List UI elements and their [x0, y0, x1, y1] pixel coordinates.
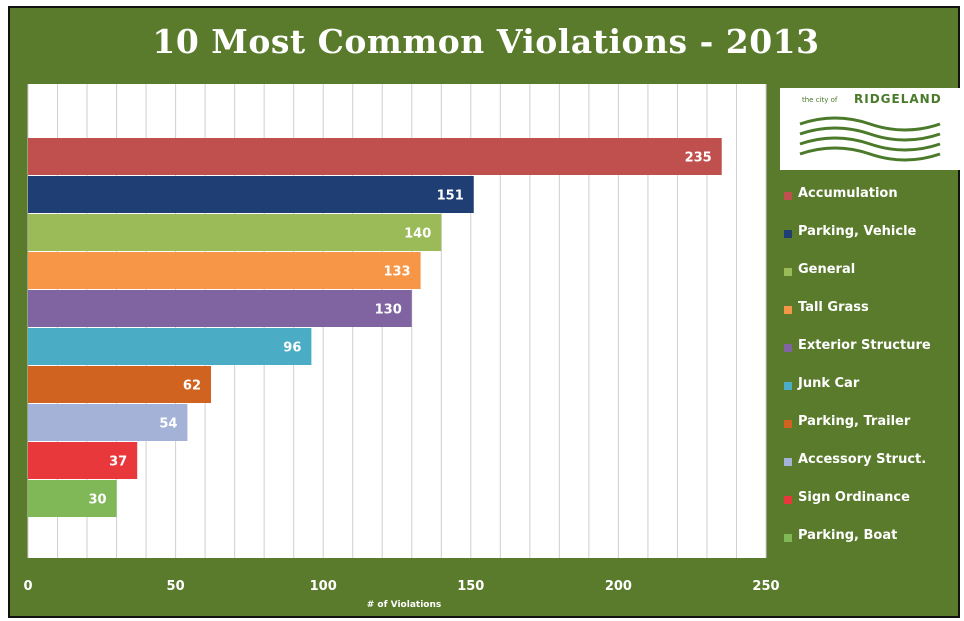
logo-name: RIDGELAND — [854, 92, 942, 106]
bar-6 — [28, 328, 312, 365]
x-tick-label: 0 — [23, 579, 32, 594]
legend-swatch — [784, 344, 792, 352]
bar-2 — [28, 176, 474, 213]
bar-value-label: 96 — [283, 341, 301, 356]
logo-wave-icon — [799, 116, 941, 162]
bar-value-label: 62 — [183, 379, 201, 394]
bar-value-label: 130 — [375, 303, 402, 318]
bar-8 — [28, 404, 188, 441]
plot-svg: 235 151 140 133 130 96 62 54 37 30 0 50 100 150 200 25… — [23, 84, 780, 610]
legend-label: Parking, Boat — [798, 528, 898, 543]
bar-5 — [28, 290, 412, 327]
x-tick-label: 200 — [605, 579, 632, 594]
legend-swatch — [784, 192, 792, 200]
chart-frame: 10 Most Common Violations - 2013 235 151 1… — [8, 6, 962, 618]
legend-label: Junk Car — [798, 376, 860, 391]
logo-small-text: the city of — [802, 96, 838, 104]
legend-label: Accessory Struct. — [798, 452, 927, 467]
x-axis-label: # of Violations — [367, 600, 441, 610]
bar-1 — [28, 138, 722, 175]
legend-swatch — [784, 496, 792, 504]
legend-swatch — [784, 458, 792, 466]
legend-swatch — [784, 230, 792, 238]
bar-value-label: 140 — [404, 227, 431, 242]
city-logo: the city of RIDGELAND — [780, 88, 962, 170]
x-tick-label: 100 — [310, 579, 337, 594]
bar-7 — [28, 366, 212, 403]
legend-swatch — [784, 268, 792, 276]
legend-label: Accumulation — [798, 186, 898, 201]
x-tick-label: 150 — [457, 579, 484, 594]
legend-label: Parking, Vehicle — [798, 224, 917, 239]
bar-3 — [28, 214, 442, 251]
bar-value-label: 133 — [383, 265, 410, 280]
bar-9 — [28, 442, 138, 479]
legend-swatch — [784, 420, 792, 428]
bar-4 — [28, 252, 421, 289]
x-tick-label: 50 — [167, 579, 185, 594]
legend-swatch — [784, 534, 792, 542]
x-tick-label: 250 — [752, 579, 779, 594]
bar-value-label: 30 — [88, 493, 106, 508]
chart-title: 10 Most Common Violations - 2013 — [152, 22, 820, 61]
legend-swatch — [784, 306, 792, 314]
legend-label: Parking, Trailer — [798, 414, 911, 429]
bar-value-label: 235 — [685, 151, 712, 166]
bar-10 — [28, 480, 117, 517]
bar-value-label: 54 — [159, 417, 177, 432]
legend-label: Tall Grass — [798, 300, 869, 315]
bar-value-label: 37 — [109, 455, 127, 470]
legend-label: General — [798, 262, 856, 277]
legend-label: Sign Ordinance — [798, 490, 910, 505]
bar-value-label: 151 — [437, 189, 464, 204]
legend-label: Exterior Structure — [798, 338, 931, 353]
legend-swatch — [784, 382, 792, 390]
